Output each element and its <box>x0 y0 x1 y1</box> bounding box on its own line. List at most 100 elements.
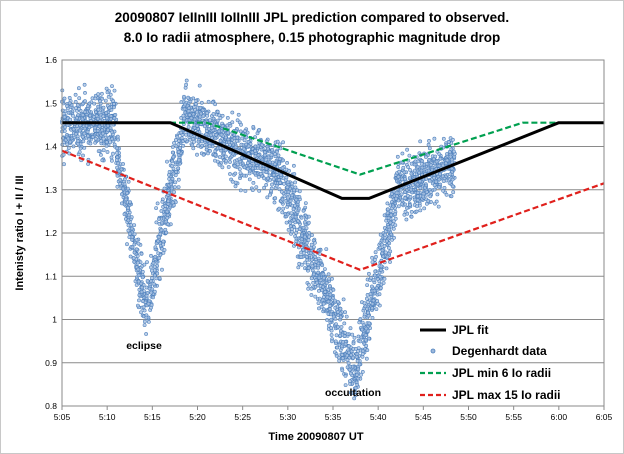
data-point <box>346 361 351 366</box>
data-point <box>246 151 251 156</box>
data-point <box>371 278 376 283</box>
data-point <box>419 161 424 166</box>
data-point <box>294 227 299 232</box>
data-point <box>253 144 258 149</box>
data-point <box>402 190 407 195</box>
data-point <box>155 201 160 206</box>
data-point <box>294 236 299 241</box>
data-point <box>359 335 364 340</box>
data-point <box>239 142 244 147</box>
data-point <box>173 162 178 167</box>
data-point <box>449 194 454 199</box>
data-point <box>384 239 389 244</box>
data-point <box>309 245 314 250</box>
data-point <box>75 103 80 108</box>
data-point <box>381 254 386 259</box>
data-point <box>345 365 350 370</box>
data-point <box>296 206 301 211</box>
data-point <box>434 199 439 204</box>
data-point <box>100 96 105 101</box>
chart-subtitle: 8.0 Io radii atmosphere, 0.15 photograph… <box>124 30 501 45</box>
data-point <box>144 293 149 298</box>
data-point <box>282 181 287 186</box>
data-point <box>285 185 290 190</box>
data-point <box>306 220 311 225</box>
data-point <box>239 122 243 127</box>
data-point <box>363 333 368 338</box>
data-point <box>182 107 187 111</box>
data-point <box>132 242 137 247</box>
data-point <box>340 356 345 361</box>
data-point <box>409 171 414 176</box>
data-point <box>171 154 176 159</box>
data-point <box>66 110 71 115</box>
data-point <box>132 259 137 264</box>
y-tick-label: 1.1 <box>45 271 57 281</box>
data-point <box>299 215 304 220</box>
data-point <box>325 295 330 300</box>
data-point <box>305 257 310 262</box>
data-point <box>324 247 329 252</box>
data-point <box>306 286 311 291</box>
data-point <box>394 191 399 195</box>
data-point <box>353 346 358 351</box>
data-point <box>286 190 291 195</box>
data-point <box>68 117 73 122</box>
series-line-jpl-fit <box>62 121 604 200</box>
data-point <box>145 278 150 283</box>
data-point <box>204 142 209 147</box>
data-point <box>346 350 351 355</box>
data-point <box>362 301 367 306</box>
data-point <box>448 172 453 177</box>
data-point <box>415 198 420 202</box>
data-point <box>428 194 433 199</box>
data-point <box>217 162 222 167</box>
x-tick-label: 5:50 <box>460 412 477 422</box>
data-point <box>153 245 158 250</box>
data-point <box>310 264 315 269</box>
data-point <box>391 204 396 209</box>
data-point <box>93 136 98 141</box>
data-point <box>62 162 66 167</box>
data-point <box>285 204 290 209</box>
data-point <box>149 253 153 258</box>
data-point <box>126 218 131 223</box>
data-point <box>434 179 438 184</box>
data-point <box>211 112 216 116</box>
data-point <box>87 101 92 106</box>
data-point <box>388 209 393 214</box>
data-point <box>366 310 370 315</box>
data-point <box>415 165 420 169</box>
data-point <box>80 117 85 122</box>
data-point <box>62 115 67 120</box>
data-point <box>343 310 348 315</box>
y-tick-label: 1.4 <box>45 142 57 152</box>
data-point <box>321 272 326 277</box>
data-point <box>342 321 347 326</box>
data-point <box>267 173 272 178</box>
x-axis-title: Time 20090807 UT <box>268 431 363 443</box>
data-point <box>441 188 446 193</box>
data-point <box>243 189 248 193</box>
data-point <box>202 124 207 129</box>
data-point <box>423 155 428 159</box>
data-point <box>183 102 187 107</box>
data-point <box>372 288 377 293</box>
data-point <box>104 110 109 115</box>
data-point <box>82 126 87 131</box>
data-point <box>278 173 283 177</box>
x-tick-label: 6:00 <box>551 412 568 422</box>
data-point <box>335 309 340 314</box>
data-point <box>427 178 432 183</box>
data-point <box>426 142 431 147</box>
data-point <box>157 276 162 281</box>
data-point <box>345 332 350 337</box>
data-point <box>345 358 350 362</box>
data-point <box>396 174 401 179</box>
data-point <box>93 140 98 145</box>
data-point <box>98 99 102 104</box>
data-point <box>146 319 151 324</box>
data-point <box>159 209 164 213</box>
data-point <box>438 172 442 177</box>
data-point <box>101 114 106 119</box>
